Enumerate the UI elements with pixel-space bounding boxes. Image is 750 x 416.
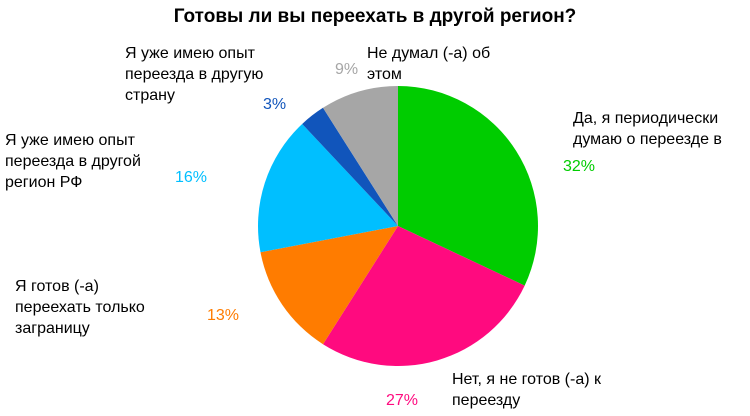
slice-label-5: Не думал (-а) об этом	[367, 45, 491, 83]
pie-slice-3	[258, 123, 398, 253]
slice-value-4: 3%	[263, 96, 287, 113]
slice-value-2: 13%	[207, 307, 240, 324]
slice-label-3: Я уже имею опыт переезда в другой регион…	[5, 132, 141, 191]
slice-label-4: Я уже имею опыт переезда в другую страну	[125, 45, 264, 104]
pie-slice-4	[302, 107, 398, 226]
slice-value-5: 9%	[335, 61, 359, 78]
slice-value-0: 32%	[563, 158, 596, 175]
pie-slice-1	[322, 226, 525, 366]
slice-label-0: Да, я периодически думаю о переезде в	[573, 110, 722, 148]
pie-slice-2	[260, 226, 398, 345]
slice-value-3: 16%	[175, 169, 208, 186]
slice-value-1: 27%	[386, 392, 419, 409]
slice-label-2: Я готов (-а) переехать только заграницу	[15, 278, 145, 337]
pie-slice-0	[398, 86, 538, 286]
chart-title: Готовы ли вы переехать в другой регион?	[173, 6, 577, 27]
pie-slice-5	[322, 86, 398, 226]
slice-label-1: Нет, я не готов (-а) к переезду	[452, 371, 602, 409]
